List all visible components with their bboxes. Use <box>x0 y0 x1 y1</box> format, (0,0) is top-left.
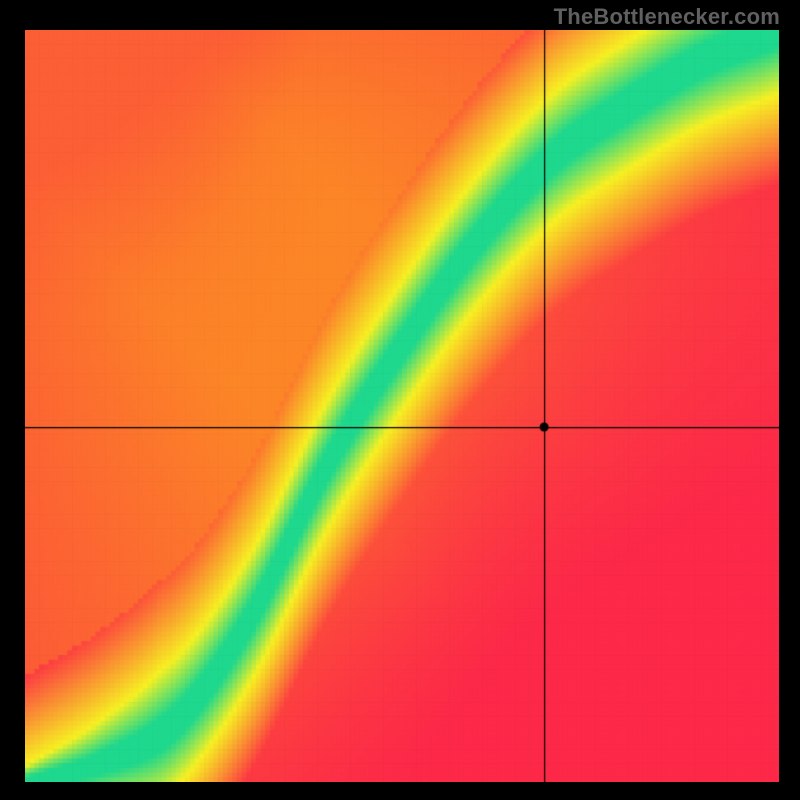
bottleneck-heatmap-canvas <box>25 30 779 782</box>
watermark-label: TheBottlenecker.com <box>554 4 780 30</box>
chart-container: TheBottlenecker.com <box>0 0 800 800</box>
